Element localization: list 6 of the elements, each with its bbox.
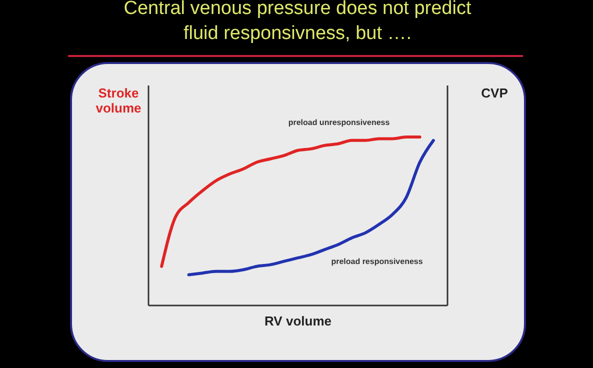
x-axis-title: RV volume: [264, 314, 332, 328]
chart-title: Central venous pressure does not predict fluid responsivness, but ….: [124, 0, 472, 44]
y2-axis-title: CVP: [481, 86, 508, 100]
y-axis-title: Stroke volume: [96, 86, 142, 116]
annotation: preload responsiveness: [331, 257, 424, 266]
text: preload unresponsiveness: [288, 118, 390, 127]
